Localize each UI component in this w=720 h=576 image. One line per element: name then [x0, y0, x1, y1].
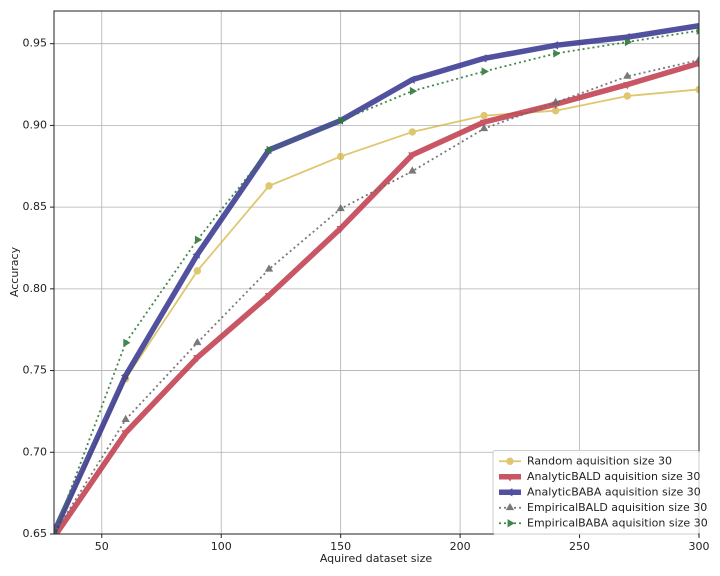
series-line: [54, 88, 699, 534]
marker: [50, 535, 57, 541]
y-tick-label: 0.80: [23, 282, 48, 295]
marker: [264, 264, 274, 272]
y-tick-label: 0.70: [23, 445, 48, 458]
marker: [123, 338, 131, 347]
marker: [266, 145, 274, 155]
marker: [623, 82, 632, 90]
marker: [407, 75, 415, 84]
marker: [408, 166, 417, 174]
marker: [696, 26, 699, 35]
marker: [121, 414, 130, 422]
legend-label: EmpiricalBABA aquisition size 30: [527, 516, 708, 529]
marker: [336, 225, 345, 234]
y-tick-label: 0.75: [23, 364, 48, 377]
marker: [505, 502, 515, 511]
marker: [624, 37, 633, 47]
marker: [194, 235, 203, 244]
marker: [408, 152, 417, 160]
legend-label: Random aquisition size 30: [527, 454, 672, 467]
series-line: [54, 29, 699, 534]
marker: [505, 474, 515, 482]
legend-item: [499, 474, 521, 482]
x-tick-label: 100: [211, 540, 232, 553]
marker: [481, 67, 489, 76]
marker: [550, 41, 559, 50]
series: [54, 26, 699, 534]
marker: [264, 292, 274, 301]
y-tick-label: 0.85: [23, 200, 48, 213]
series: [54, 55, 699, 534]
series-line: [54, 60, 699, 534]
marker: [409, 86, 418, 96]
x-tick-label: 250: [569, 540, 590, 553]
marker: [193, 355, 202, 363]
marker: [120, 371, 129, 380]
marker: [192, 250, 200, 259]
x-tick-label: 50: [95, 540, 109, 553]
marker: [479, 123, 489, 132]
legend-item: [499, 457, 521, 465]
marker: [336, 152, 345, 161]
x-tick-label: 150: [330, 540, 351, 553]
y-tick-label: 0.65: [23, 527, 48, 540]
marker: [551, 97, 560, 105]
marker: [553, 49, 561, 58]
marker: [54, 531, 59, 534]
marker: [694, 55, 699, 63]
marker: [506, 457, 514, 465]
legend-item: [499, 502, 521, 511]
marker: [193, 267, 202, 275]
x-tick-label: 200: [450, 540, 471, 553]
marker: [408, 128, 417, 136]
marker: [623, 71, 632, 79]
legend-item: [499, 488, 521, 497]
x-tick-label: 300: [689, 540, 710, 553]
plot-frame: [53, 10, 700, 535]
marker: [623, 92, 632, 100]
x-axis-label: Aquired dataset size: [320, 552, 433, 565]
legend-label: AnalyticBALD aquisition size 30: [527, 470, 700, 483]
series: [50, 60, 699, 541]
y-axis-label: Accuracy: [8, 246, 21, 297]
legend-item: [499, 519, 521, 528]
marker: [479, 119, 489, 127]
series-line: [54, 22, 699, 534]
y-tick-label: 0.95: [23, 37, 48, 50]
marker: [338, 116, 346, 125]
legend-label: AnalyticBABA aquisition size 30: [527, 485, 701, 498]
marker: [336, 203, 345, 212]
marker: [505, 488, 513, 497]
marker: [694, 60, 699, 69]
series-line: [54, 59, 699, 534]
marker: [480, 111, 488, 120]
marker: [507, 519, 515, 528]
marker: [193, 337, 202, 346]
marker: [121, 430, 130, 438]
y-tick-label: 0.90: [23, 118, 48, 131]
legend-box: [492, 450, 700, 535]
marker: [265, 182, 273, 190]
marker: [479, 54, 487, 63]
legend-label: EmpiricalBALD aquisition size 30: [527, 501, 707, 514]
